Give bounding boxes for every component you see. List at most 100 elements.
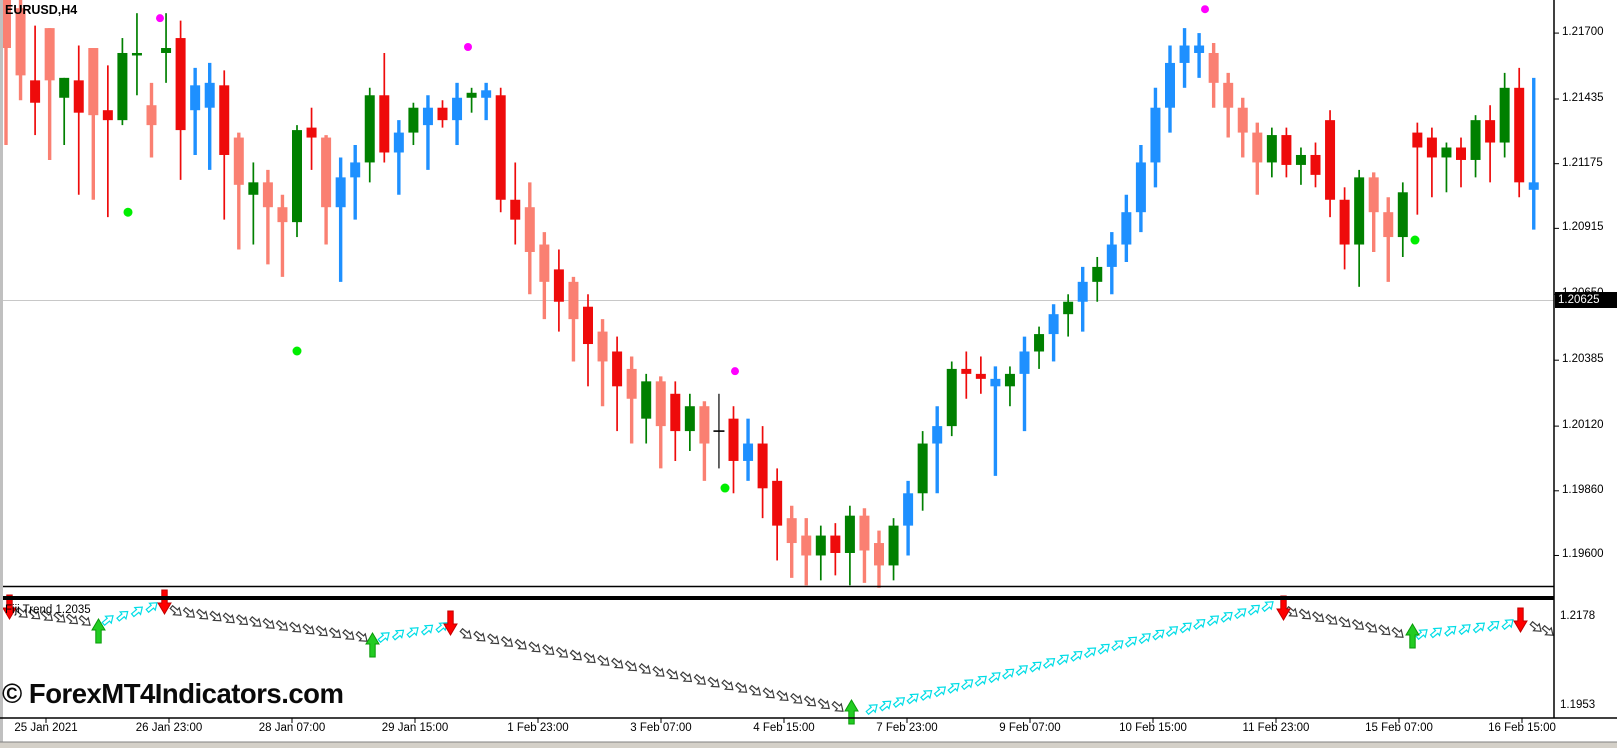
- trend-down-arrow-icon: [652, 665, 665, 677]
- candle-body: [1368, 177, 1379, 213]
- trend-up-arrow-icon: [420, 624, 434, 636]
- trend-up-arrow-icon: [1444, 625, 1457, 637]
- candle-body: [786, 518, 797, 544]
- candle-body: [88, 48, 99, 116]
- trend-up-arrow-icon: [1234, 608, 1247, 620]
- candle-body: [888, 525, 899, 566]
- trend-up-arrow-icon: [1193, 618, 1206, 630]
- candle-body: [830, 535, 841, 553]
- candle-body: [131, 52, 142, 56]
- price-axis-label: 1.21435: [1562, 92, 1604, 104]
- candle-body: [59, 77, 70, 98]
- trend-up-arrow-icon: [1029, 661, 1042, 673]
- trend-up-arrow-icon: [1042, 657, 1056, 669]
- candle-body: [844, 515, 855, 553]
- candle-body: [233, 137, 244, 185]
- trend-down-arrow-icon: [624, 660, 638, 672]
- candle-body: [903, 493, 914, 526]
- trend-up-arrow-icon: [1015, 665, 1028, 676]
- trend-down-arrow-icon: [803, 695, 817, 707]
- trend-up-arrow-icon: [961, 679, 974, 691]
- candle-body: [175, 38, 186, 131]
- candle-body: [1470, 120, 1481, 160]
- candle-body: [975, 373, 986, 379]
- trend-down-arrow-icon: [1311, 611, 1325, 623]
- trend-up-arrow-icon: [920, 689, 933, 701]
- trend-down-arrow-icon: [1378, 624, 1391, 636]
- candle-body: [524, 207, 535, 252]
- candle-body: [626, 368, 637, 399]
- candle-body: [335, 177, 346, 208]
- window-bottom-strip: [0, 742, 1617, 748]
- trend-up-arrow-icon: [1002, 668, 1015, 680]
- trend-down-arrow-icon: [1338, 616, 1351, 628]
- candle-body: [219, 85, 230, 155]
- trend-up-arrow-icon: [1206, 615, 1220, 627]
- candle-body: [1252, 132, 1263, 163]
- candle-body: [408, 107, 419, 133]
- buy-signal-arrow-icon: [365, 632, 380, 658]
- candle-body: [1426, 137, 1437, 158]
- trend-down-arrow-icon: [638, 663, 651, 674]
- candle-body: [364, 95, 375, 163]
- candle-body: [393, 132, 404, 153]
- candle-body: [1121, 212, 1132, 245]
- trend-down-arrow-icon: [315, 625, 328, 637]
- time-axis-label: 29 Jan 15:00: [381, 722, 449, 734]
- candle-body: [1194, 45, 1205, 53]
- trend-down-arrow-icon: [40, 610, 53, 622]
- trend-up-arrow-icon: [1261, 601, 1274, 613]
- trend-down-arrow-icon: [762, 687, 775, 699]
- candle-body: [1034, 334, 1045, 352]
- candle-body: [641, 381, 652, 419]
- pane-separator[interactable]: [3, 596, 1554, 600]
- candle-body: [437, 107, 448, 121]
- time-axis-label: 26 Jan 23:00: [135, 722, 203, 734]
- trend-down-arrow-icon: [262, 617, 275, 629]
- candle-body: [1528, 182, 1539, 190]
- trend-down-arrow-icon: [1529, 620, 1542, 632]
- candle-body: [1150, 107, 1161, 163]
- candle-body: [44, 28, 55, 81]
- trend-down-arrow-icon: [666, 668, 679, 680]
- symbol-timeframe-label: EURUSD,H4: [5, 3, 78, 17]
- trend-down-arrow-icon: [514, 638, 527, 650]
- candle-body: [583, 306, 593, 345]
- candle-body: [321, 137, 332, 208]
- trend-up-arrow-icon: [947, 682, 960, 694]
- candle-body: [612, 351, 623, 387]
- candle-body: [1456, 147, 1466, 160]
- trend-up-arrow-icon: [145, 602, 158, 614]
- trend-down-arrow-icon: [289, 621, 302, 633]
- candle-body: [1106, 244, 1117, 267]
- trend-up-arrow-icon: [377, 632, 390, 644]
- candle-body: [306, 127, 317, 138]
- time-axis-label: 1 Feb 23:00: [507, 722, 569, 734]
- trend-down-arrow-icon: [707, 676, 720, 688]
- trend-down-arrow-icon: [65, 613, 79, 625]
- candle-body: [1485, 120, 1496, 143]
- candle-body: [699, 406, 710, 444]
- time-axis-label: 15 Feb 07:00: [1365, 722, 1433, 734]
- trend-down-arrow-icon: [1541, 624, 1554, 636]
- candle-body: [684, 406, 695, 432]
- candle-body: [1295, 154, 1306, 165]
- candle-body: [1223, 82, 1234, 108]
- candle-body: [481, 90, 492, 98]
- magenta-signal-dot: [156, 14, 164, 23]
- trend-down-arrow-icon: [817, 698, 830, 710]
- trend-down-arrow-icon: [249, 616, 262, 627]
- trend-down-arrow-icon: [169, 604, 182, 616]
- candle-body: [1, 0, 11, 49]
- candle-body: [1397, 192, 1408, 238]
- trend-down-arrow-icon: [487, 633, 500, 645]
- trend-down-arrow-icon: [583, 652, 596, 664]
- candle-body: [946, 368, 957, 427]
- trend-up-arrow-icon: [1152, 629, 1165, 641]
- trend-down-arrow-icon: [78, 614, 91, 626]
- price-axis-label: 1.19600: [1562, 548, 1604, 561]
- candle-body: [1063, 301, 1074, 315]
- trend-down-arrow-icon: [459, 627, 472, 639]
